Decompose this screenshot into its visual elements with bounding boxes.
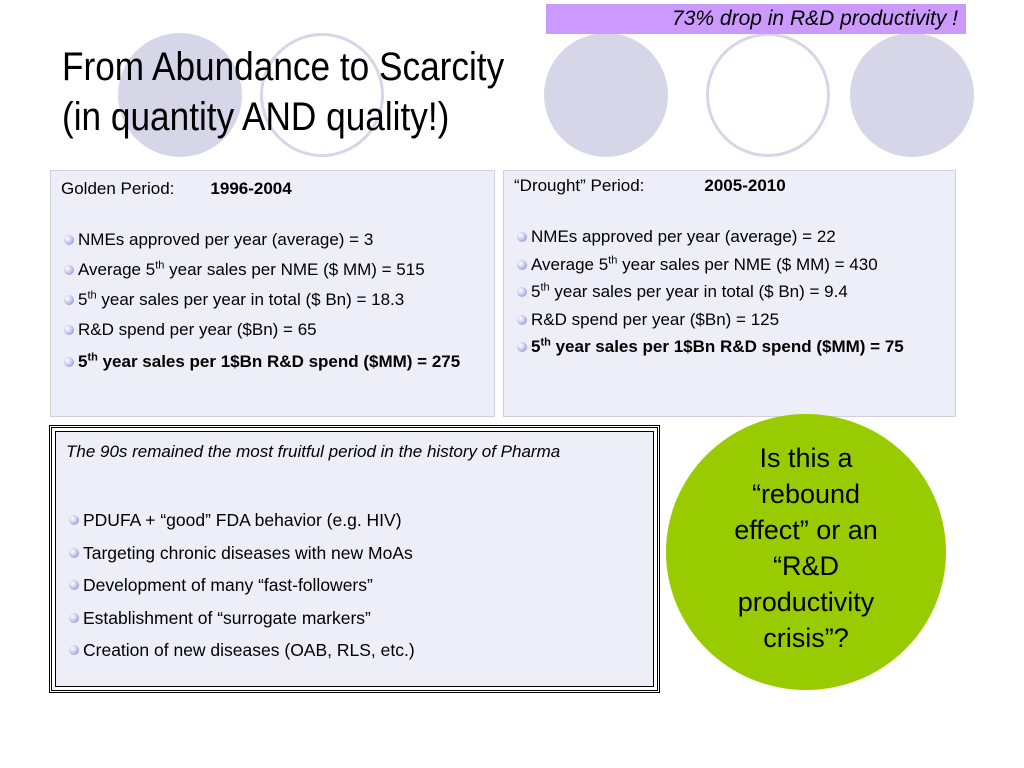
golden-metric-sales-per-nme: Average 5th year sales per NME ($ MM) = … [61, 255, 484, 285]
drought-metric-sales-per-nme: Average 5th year sales per NME ($ MM) = … [514, 251, 945, 279]
fruitful-period-intro: The 90s remained the most fruitful perio… [66, 442, 561, 461]
productivity-drop-banner: 73% drop in R&D productivity ! [546, 4, 966, 34]
golden-metric-nmes: NMEs approved per year (average) = 3 [61, 225, 484, 255]
drought-metric-rd-spend: R&D spend per year ($Bn) = 125 [514, 306, 945, 334]
golden-period-heading: Golden Period: 1996-2004 [61, 179, 484, 199]
golden-metric-sales-per-spend: 5th year sales per 1$Bn R&D spend ($MM) … [61, 351, 484, 373]
reason-item: Development of many “fast-followers” [66, 569, 643, 602]
drought-metric-total-sales: 5th year sales per year in total ($ Bn) … [514, 278, 945, 306]
drought-period-label: “Drought” Period: [514, 176, 645, 195]
decor-circle-1 [118, 33, 242, 157]
golden-metric-rd-spend: R&D spend per year ($Bn) = 65 [61, 315, 484, 345]
decor-circle-2 [260, 33, 384, 157]
fruitful-period-content: The 90s remained the most fruitful perio… [55, 431, 654, 687]
decor-circle-5 [850, 33, 974, 157]
decor-circle-3 [544, 33, 668, 157]
drought-period-panel: “Drought” Period: 2005-2010 NMEs approved… [503, 170, 956, 417]
reason-item: PDUFA + “good” FDA behavior (e.g. HIV) [66, 504, 643, 537]
golden-period-range: 1996-2004 [210, 179, 292, 198]
decor-circle-4 [706, 33, 830, 157]
golden-period-label: Golden Period: [61, 179, 175, 198]
slide-title: From Abundance to Scarcity (in quantity … [62, 42, 504, 142]
reason-item: Creation of new diseases (OAB, RLS, etc.… [66, 634, 643, 667]
rebound-question-callout: Is this a “rebound effect” or an “R&D pr… [666, 414, 946, 690]
title-line-2: (in quantity AND quality!) [62, 95, 450, 139]
reason-item: Establishment of “surrogate markers” [66, 602, 643, 635]
rebound-question-text: Is this a “rebound effect” or an “R&D pr… [734, 443, 878, 653]
drought-period-range: 2005-2010 [704, 176, 786, 195]
drought-metric-nmes: NMEs approved per year (average) = 22 [514, 223, 945, 251]
reason-item: Targeting chronic diseases with new MoAs [66, 537, 643, 570]
golden-metrics-list: NMEs approved per year (average) = 3 Ave… [61, 225, 484, 373]
fruitful-period-box: The 90s remained the most fruitful perio… [49, 425, 660, 693]
drought-metric-sales-per-spend: 5th year sales per 1$Bn R&D spend ($MM) … [514, 333, 945, 361]
drought-metrics-list: NMEs approved per year (average) = 22 Av… [514, 223, 945, 361]
drought-period-heading: “Drought” Period: 2005-2010 [514, 176, 945, 196]
golden-metric-total-sales: 5th year sales per year in total ($ Bn) … [61, 285, 484, 315]
title-line-1: From Abundance to Scarcity [62, 45, 505, 89]
golden-period-panel: Golden Period: 1996-2004 NMEs approved pe… [50, 170, 495, 417]
fruitful-reasons-list: PDUFA + “good” FDA behavior (e.g. HIV) T… [66, 504, 643, 667]
